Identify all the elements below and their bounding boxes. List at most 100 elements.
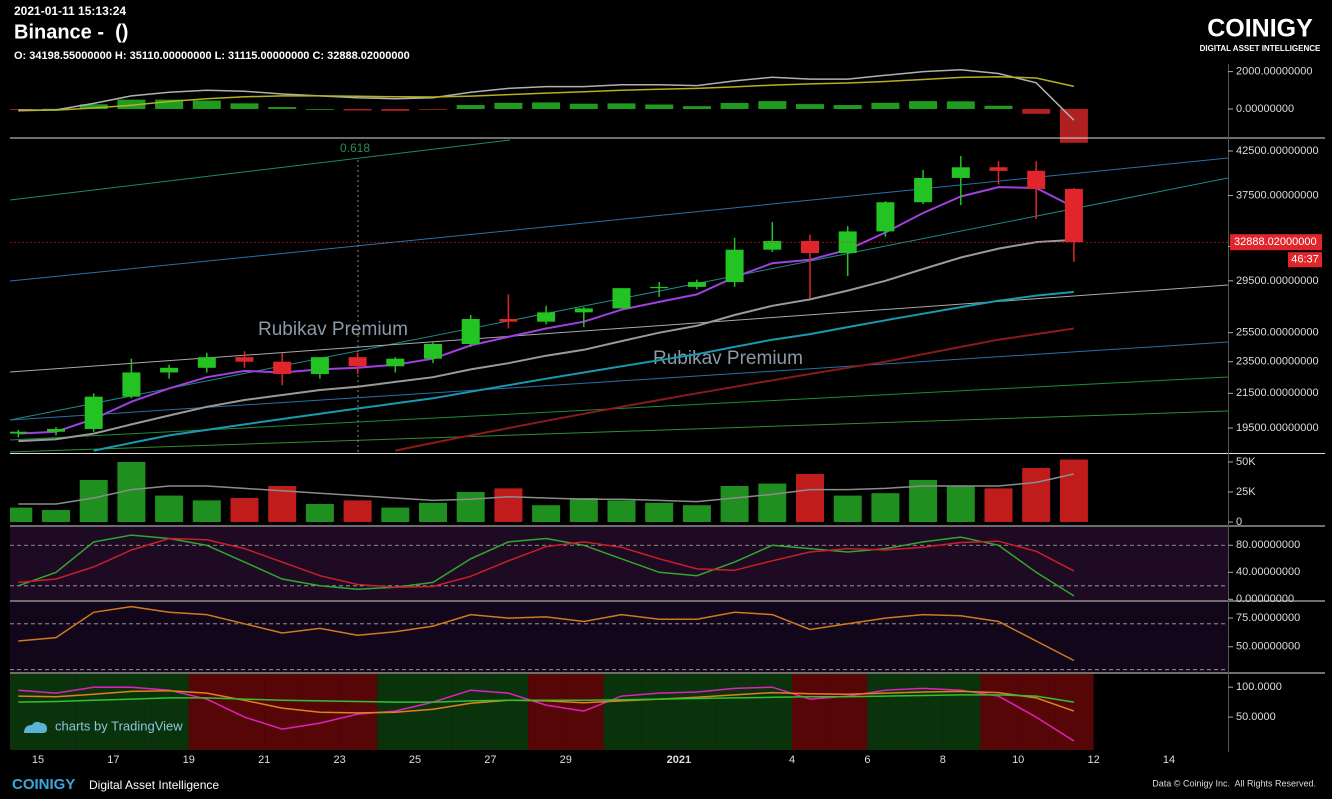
copyright: Data © Coinigy Inc. All Rights Reserved. <box>1152 778 1316 788</box>
x-tick-label: 8 <box>940 754 946 766</box>
bar <box>871 102 900 109</box>
bar <box>645 502 674 522</box>
signal-zone <box>113 674 152 750</box>
x-tick-label: 17 <box>107 754 119 766</box>
signal-zone <box>10 674 39 750</box>
trend-line <box>10 157 1228 282</box>
bar <box>155 99 184 109</box>
signal-zone <box>415 674 453 750</box>
bar <box>946 485 975 522</box>
separators <box>10 64 1325 752</box>
candle-body <box>461 318 480 344</box>
candle-body <box>1027 170 1046 189</box>
indicator-line <box>18 605 1075 662</box>
bar <box>419 108 447 110</box>
bar <box>268 107 297 109</box>
candle-body <box>348 357 367 367</box>
bar <box>230 497 259 522</box>
candle-body <box>84 396 103 429</box>
candle-body <box>537 312 556 322</box>
bar <box>607 500 636 522</box>
signal-zone <box>565 674 604 750</box>
indicator-line <box>18 186 1075 435</box>
x-tick-label: 4 <box>789 754 795 766</box>
bar <box>456 491 485 522</box>
last-price-label: 32888.02000000 <box>1234 236 1317 248</box>
bar <box>1022 467 1051 522</box>
candle-body <box>424 343 442 359</box>
bar <box>984 488 1013 522</box>
signal-zone <box>188 674 227 750</box>
bar <box>155 495 184 522</box>
x-tick-label: 14 <box>1163 754 1175 766</box>
bar <box>682 505 711 522</box>
candle-body <box>574 308 593 313</box>
watermark: Rubikav Premium <box>258 319 408 340</box>
candle-body <box>47 428 65 432</box>
candle-body <box>612 288 631 309</box>
candle-body <box>197 357 216 368</box>
x-tick-label: 19 <box>183 754 195 766</box>
timestamp: 2021-01-11 15:13:24 <box>14 4 126 18</box>
x-tick-label: 6 <box>864 754 870 766</box>
signal-zone <box>38 674 76 750</box>
signal-zone <box>942 674 981 750</box>
signal-zone <box>264 674 302 750</box>
x-tick-label: 29 <box>560 754 572 766</box>
signal-zone <box>980 674 1019 750</box>
bar <box>192 100 221 109</box>
candle-body <box>122 372 141 397</box>
signal-zone <box>452 674 491 750</box>
bar <box>10 507 33 522</box>
bar <box>796 104 824 109</box>
bar <box>720 485 749 522</box>
signal-zone <box>1018 674 1056 750</box>
trend-line <box>10 341 1228 421</box>
title: Binance - () <box>14 21 128 43</box>
bar <box>532 102 561 109</box>
y-tick-label: 2000.00000000 <box>1236 66 1312 78</box>
bar <box>343 500 372 522</box>
bar <box>758 101 787 109</box>
y-tick-label: 80.00000000 <box>1236 539 1300 551</box>
y-tick-label: 23500.00000000 <box>1236 356 1319 368</box>
y-tick-label: 50.00000000 <box>1236 641 1300 653</box>
indicator-line <box>18 68 1075 121</box>
signal-zone <box>754 674 792 750</box>
x-tick-label: 25 <box>409 754 421 766</box>
bar <box>833 105 862 109</box>
bar <box>909 101 938 109</box>
bar <box>381 507 410 522</box>
candle-body <box>386 358 405 367</box>
indicator-line <box>395 327 1075 452</box>
x-tick-label: 23 <box>333 754 345 766</box>
panel-background <box>10 602 1228 672</box>
candle-body <box>10 431 28 434</box>
attribution: charts by TradingView <box>55 718 183 733</box>
candle-body <box>763 240 782 250</box>
last-price-box <box>1230 234 1322 251</box>
candle-body <box>989 167 1008 171</box>
indicator-line <box>18 686 1075 742</box>
indicator-line <box>18 537 1075 588</box>
y-tick-label: 37500.00000000 <box>1236 189 1319 201</box>
bar <box>117 99 146 109</box>
candle-body <box>801 240 819 254</box>
signal-zone <box>867 674 906 750</box>
tradingview-badge: charts by TradingView <box>24 718 183 733</box>
countdown: 46:37 <box>1291 254 1319 266</box>
bar <box>833 495 862 522</box>
candle-body <box>876 202 895 232</box>
x-tick-label: 21 <box>258 754 270 766</box>
bar <box>569 497 598 522</box>
signal-zone <box>528 674 566 750</box>
candle-body <box>951 167 970 178</box>
bar <box>871 493 900 522</box>
signal-zone <box>678 674 717 750</box>
candle-body <box>1064 188 1083 243</box>
signal-zone <box>829 674 868 750</box>
bar <box>758 483 787 522</box>
signal-zone <box>603 674 642 750</box>
y-tick-label: 0.00000000 <box>1236 593 1294 605</box>
